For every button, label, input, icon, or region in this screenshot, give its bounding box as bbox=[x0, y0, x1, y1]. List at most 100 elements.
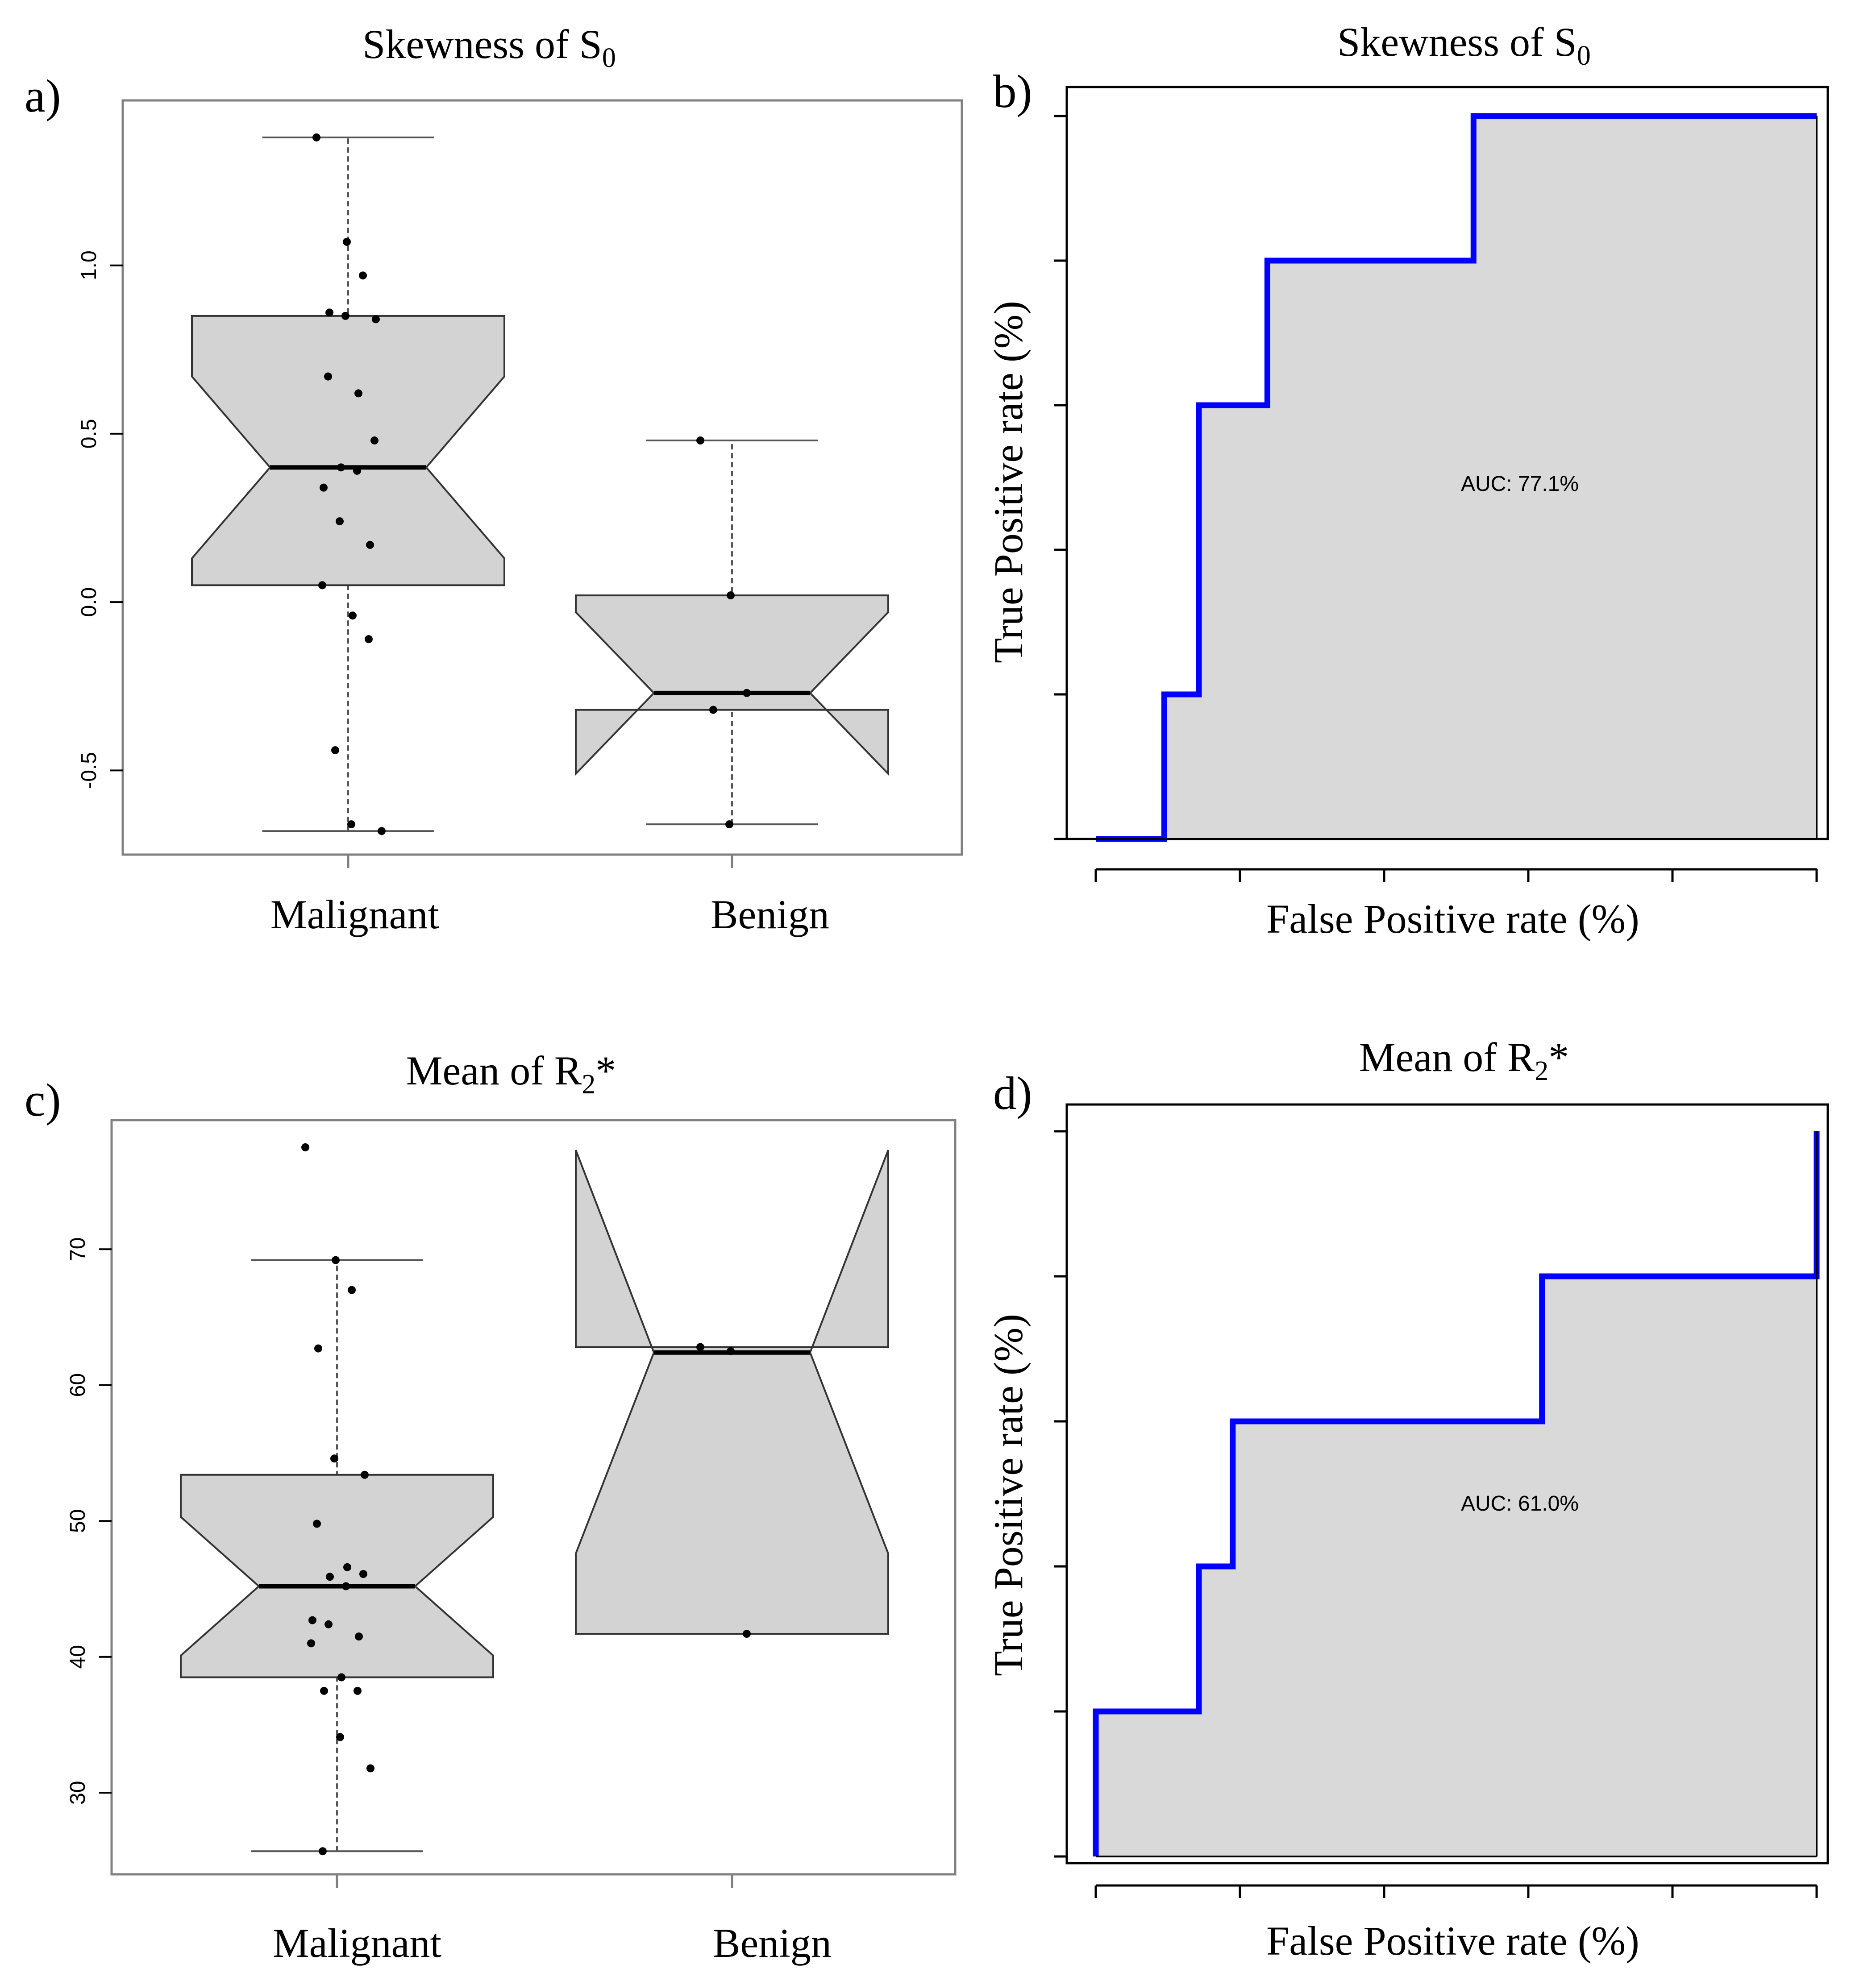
box-group-c bbox=[180, 1150, 889, 1852]
data-point-benign bbox=[727, 591, 735, 600]
panel-d-title: Mean of R2* bbox=[1359, 1034, 1569, 1086]
notched-box-benign bbox=[575, 1150, 889, 1635]
data-point-malignant bbox=[336, 1733, 344, 1741]
data-point-malignant bbox=[359, 271, 367, 280]
y-tick-label-c-1: 40 bbox=[66, 1645, 90, 1669]
data-point-malignant bbox=[312, 133, 320, 141]
y-tick-label-a-0: -0.5 bbox=[77, 752, 101, 789]
data-point-benign bbox=[725, 820, 733, 829]
notched-box-malignant bbox=[191, 315, 505, 586]
axes-b bbox=[1054, 115, 1818, 882]
jitter-points-c bbox=[301, 1143, 751, 1856]
axes-d bbox=[1054, 1130, 1818, 1898]
x-axis-label-b: False Positive rate (%) bbox=[1266, 896, 1639, 942]
roc-curve-line bbox=[1096, 113, 1817, 842]
data-point-malignant bbox=[361, 1470, 369, 1479]
data-point-malignant bbox=[378, 827, 386, 835]
data-point-malignant bbox=[301, 1143, 309, 1151]
data-point-benign bbox=[696, 436, 704, 445]
data-point-malignant bbox=[319, 1847, 327, 1856]
roc-curve-group-b bbox=[1096, 113, 1818, 842]
data-point-malignant bbox=[308, 1616, 316, 1624]
x-axis-label-d: False Positive rate (%) bbox=[1266, 1918, 1639, 1964]
jitter-points-a bbox=[312, 133, 751, 835]
y-tick-label-c-2: 50 bbox=[66, 1509, 90, 1533]
plot-frame-a bbox=[121, 99, 963, 856]
y-tick-label-c-3: 60 bbox=[66, 1373, 90, 1397]
panel-b-title: Skewness of S0 bbox=[1337, 19, 1591, 71]
data-point-malignant bbox=[320, 1686, 328, 1695]
roc-area-fill bbox=[1096, 1131, 1817, 1856]
data-point-benign bbox=[709, 706, 717, 714]
roc-area-fill bbox=[1096, 116, 1817, 839]
data-point-malignant bbox=[366, 1764, 374, 1773]
y-tick-label-c-4: 70 bbox=[66, 1238, 90, 1261]
x-category-label-benign-a: Benign bbox=[711, 892, 829, 937]
y-axis-label-b: True Positive rate (%) bbox=[986, 301, 1031, 663]
y-axis-c: 30 40 50 60 70 bbox=[66, 1238, 112, 1805]
data-point-malignant bbox=[331, 746, 339, 755]
panel-a-title: Skewness of S0 bbox=[362, 21, 616, 73]
data-point-malignant bbox=[326, 1573, 334, 1581]
data-point-malignant bbox=[366, 540, 374, 549]
data-point-malignant bbox=[332, 1256, 340, 1264]
y-tick-label-a-2: 0.5 bbox=[77, 419, 101, 449]
data-point-malignant bbox=[337, 463, 345, 472]
data-point-malignant bbox=[353, 466, 361, 475]
data-point-benign bbox=[743, 689, 751, 697]
data-point-malignant bbox=[320, 483, 328, 492]
data-point-malignant bbox=[348, 1286, 356, 1294]
data-point-malignant bbox=[342, 1582, 350, 1590]
data-point-malignant bbox=[336, 517, 344, 526]
x-category-label-malignant-c: Malignant bbox=[273, 1920, 442, 1966]
data-point-malignant bbox=[324, 1620, 333, 1628]
data-point-benign bbox=[743, 1630, 751, 1638]
data-point-malignant bbox=[341, 311, 349, 320]
roc-panel-skewness-s0: b) Skewness of S0 AUC: 77.1% False Posit… bbox=[986, 19, 1829, 942]
panel-label-a: a) bbox=[25, 70, 61, 122]
roc-panel-mean-r2: d) Mean of R2* AUC: 61.0% False Positive… bbox=[986, 1034, 1829, 1964]
boxplot-panel-skewness-s0: a) Skewness of S0 Malignant Benign -0.5 … bbox=[25, 21, 963, 937]
data-point-malignant bbox=[324, 372, 332, 381]
y-tick-label-a-1: 0.0 bbox=[77, 587, 101, 617]
data-point-malignant bbox=[349, 611, 357, 620]
boxplot-panel-mean-r2: c) Mean of R2* Malignant Benign 30 40 50… bbox=[25, 1048, 957, 1966]
data-point-malignant bbox=[313, 1520, 321, 1528]
y-axis-label-d: True Positive rate (%) bbox=[986, 1314, 1031, 1676]
data-point-malignant bbox=[307, 1639, 315, 1648]
data-point-malignant bbox=[355, 1632, 363, 1641]
data-point-malignant bbox=[354, 1686, 362, 1695]
data-point-malignant bbox=[365, 635, 373, 644]
data-point-malignant bbox=[343, 1563, 351, 1571]
x-category-label-malignant-a: Malignant bbox=[270, 892, 440, 937]
x-category-label-benign-c: Benign bbox=[713, 1920, 832, 1966]
y-axis-a: -0.5 0.0 0.5 1.0 bbox=[77, 250, 123, 789]
roc-curve-group-d bbox=[1093, 1131, 1820, 1857]
data-point-malignant bbox=[314, 1344, 322, 1353]
data-point-benign bbox=[696, 1343, 704, 1351]
panel-label-b: b) bbox=[993, 65, 1032, 117]
data-point-malignant bbox=[347, 820, 355, 829]
data-point-benign bbox=[727, 1347, 735, 1355]
y-tick-label-c-0: 30 bbox=[66, 1781, 90, 1805]
data-point-malignant bbox=[337, 1673, 345, 1682]
roc-curve-line bbox=[1093, 1131, 1820, 1856]
data-point-malignant bbox=[372, 315, 380, 324]
panel-label-d: d) bbox=[993, 1067, 1032, 1119]
auc-label-d: AUC: 61.0% bbox=[1461, 1492, 1579, 1516]
panel-label-c: c) bbox=[25, 1074, 61, 1126]
data-point-malignant bbox=[343, 237, 351, 246]
data-point-malignant bbox=[354, 389, 362, 398]
y-tick-label-a-3: 1.0 bbox=[77, 250, 101, 280]
notched-box-benign bbox=[575, 594, 889, 776]
notched-box-malignant bbox=[180, 1474, 494, 1678]
box-group-a bbox=[191, 136, 889, 832]
data-point-malignant bbox=[330, 1454, 338, 1463]
data-point-malignant bbox=[370, 436, 379, 445]
panel-c-title: Mean of R2* bbox=[406, 1048, 616, 1100]
data-point-malignant bbox=[318, 581, 326, 590]
data-point-malignant bbox=[359, 1570, 367, 1578]
auc-label-b: AUC: 77.1% bbox=[1461, 472, 1579, 496]
data-point-malignant bbox=[325, 308, 333, 317]
